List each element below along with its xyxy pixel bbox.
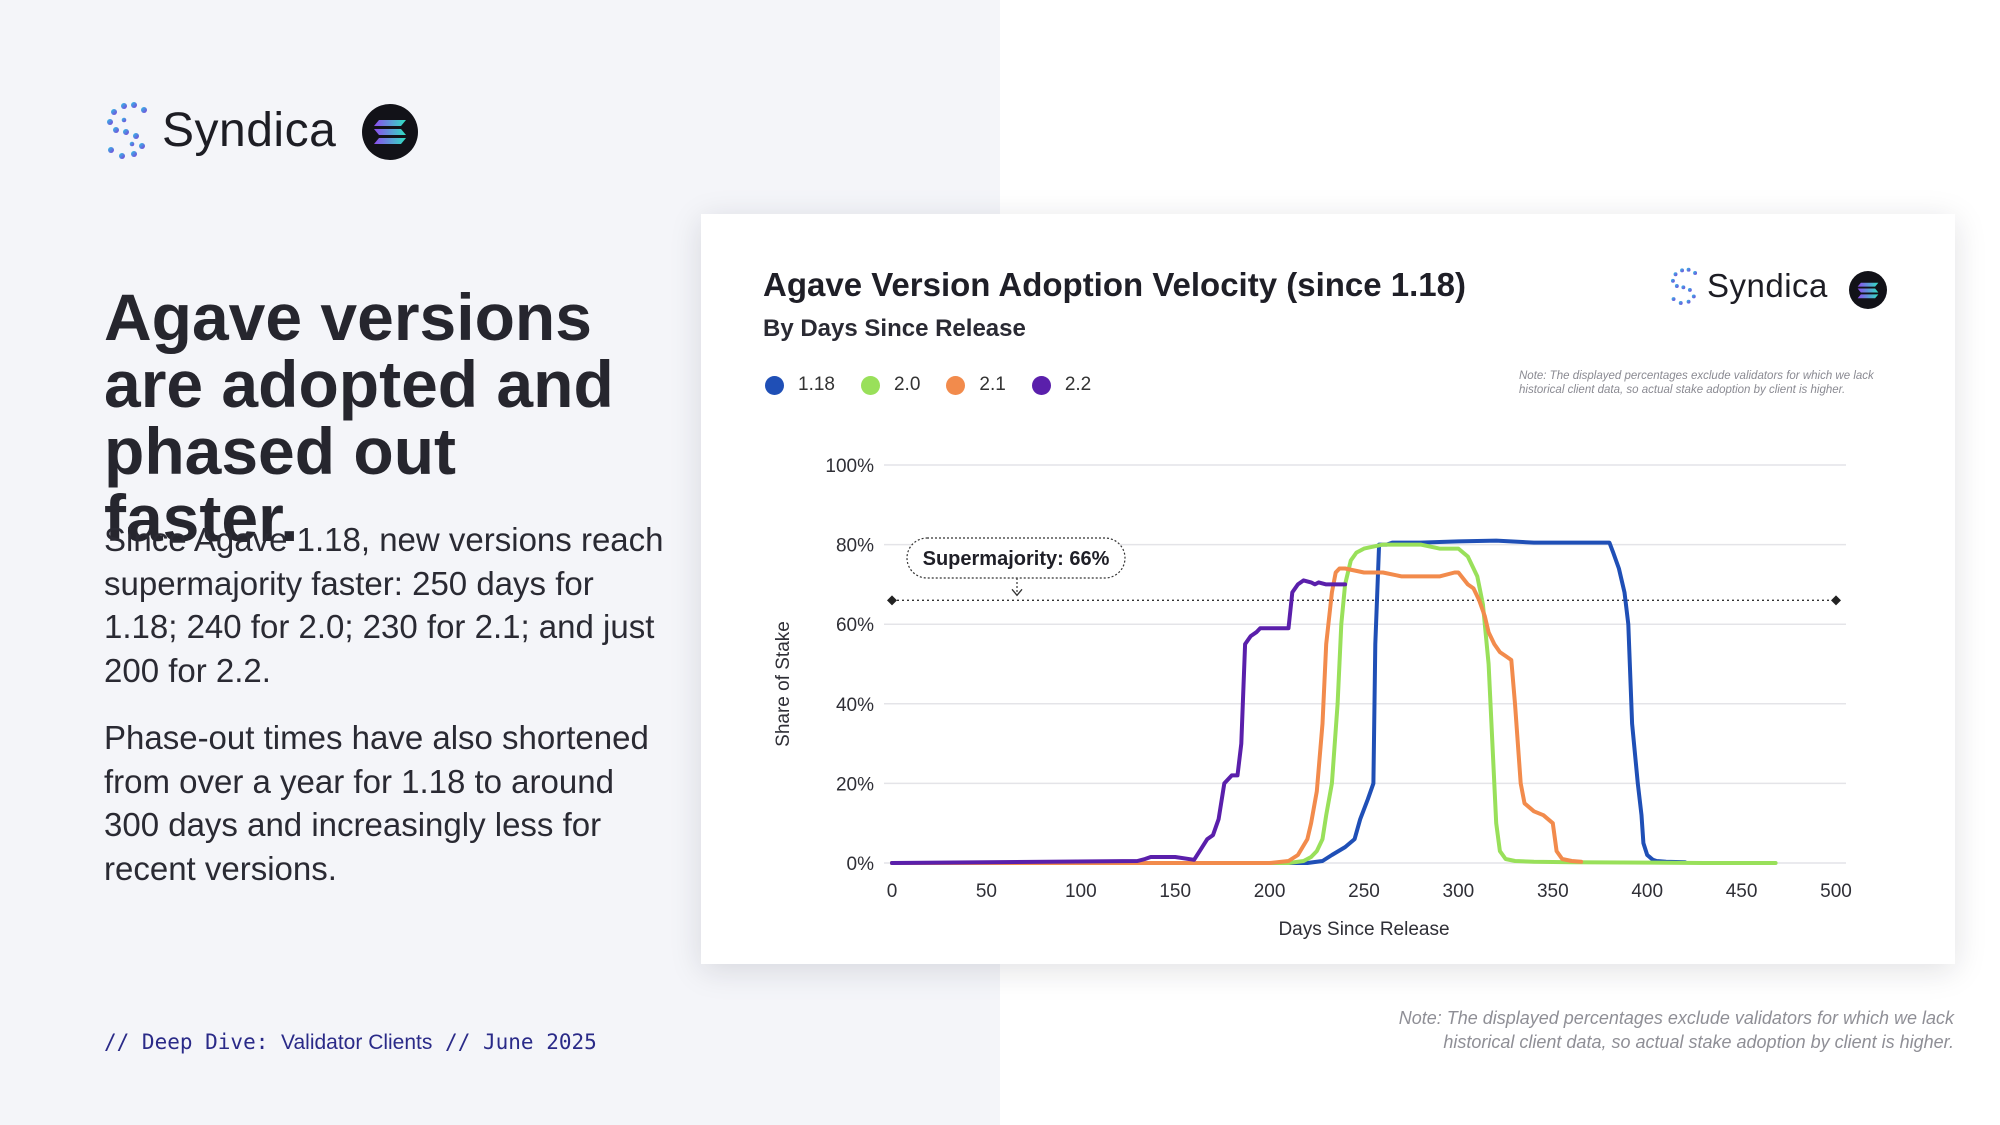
x-tick-label: 450 <box>1726 881 1758 902</box>
reference-marker-start <box>887 595 897 606</box>
x-tick-label: 250 <box>1348 881 1380 902</box>
series-line-2-0 <box>890 542 1778 865</box>
x-tick-label: 50 <box>976 881 997 902</box>
footer-tag: // Deep Dive: Validator Clients // June … <box>104 1030 597 1055</box>
y-tick-label: 20% <box>836 774 874 795</box>
body-paragraph-1: Since Agave 1.18, new versions reach sup… <box>104 521 664 689</box>
bottom-note: Note: The displayed percentages exclude … <box>1398 1008 1954 1052</box>
reference-marker-end <box>1831 595 1841 606</box>
legend-label: 1.18 <box>798 374 835 395</box>
x-tick-label: 300 <box>1443 881 1475 902</box>
brand-logo: Syndica <box>104 100 336 160</box>
y-tick-label: 60% <box>836 615 874 636</box>
footer-topic: Validator Clients <box>281 1031 433 1054</box>
legend-dot-1-18 <box>765 375 784 395</box>
y-tick-label: 40% <box>836 695 874 716</box>
legend-label: 2.1 <box>979 374 1006 395</box>
solana-logo-icon <box>1849 271 1887 309</box>
legend-dot-2-2 <box>1031 375 1051 395</box>
x-tick-label: 100 <box>1065 881 1097 902</box>
body-paragraph-2: Phase-out times have also shortened from… <box>104 719 649 887</box>
brand-name: Syndica <box>162 103 337 157</box>
y-tick-label: 100% <box>825 456 874 477</box>
card-note: Note: The displayed percentages exclude … <box>1519 370 1874 396</box>
x-axis-label: Days Since Release <box>1278 919 1449 940</box>
y-axis-label: Share of Stake <box>773 621 794 747</box>
headline: Agave versions are adopted and phased ou… <box>104 280 614 555</box>
footer-prefix: // Deep Dive: <box>104 1030 269 1054</box>
chart-legend: 1.18 2.0 2.1 2.2 <box>765 374 1117 396</box>
x-tick-label: 0 <box>887 881 898 902</box>
annotation-label: Supermajority: 66% <box>923 548 1110 570</box>
x-tick-label: 500 <box>1820 881 1852 902</box>
y-tick-label: 0% <box>847 854 875 875</box>
card-brand-name: Syndica <box>1707 267 1828 304</box>
annotation-arrowhead <box>1011 588 1023 597</box>
legend-dot-2-1 <box>946 375 966 395</box>
syndica-logo-icon <box>1670 267 1698 305</box>
legend-label: 2.2 <box>1064 374 1092 395</box>
annotation-box <box>906 537 1126 579</box>
legend-label: 2.0 <box>893 374 921 395</box>
chart-plot: 0% 20% 40% 60% 80% 100% 0 50 100 150 200 250 300 350 4… <box>773 456 1852 940</box>
legend-dot-2-0 <box>860 375 880 395</box>
chart-title: Agave Version Adoption Velocity (since 1… <box>763 266 1466 303</box>
legend-item: 2.2 <box>1031 374 1092 396</box>
y-tick-label: 80% <box>836 536 874 557</box>
x-tick-label: 350 <box>1537 881 1569 902</box>
syndica-logo-icon <box>107 102 147 159</box>
series-line-2-1 <box>890 566 1584 865</box>
legend-item: 2.1 <box>946 374 1006 396</box>
series-line-1-18 <box>890 538 1687 865</box>
series-line-2-2 <box>890 578 1348 865</box>
chart-card: Agave Version Adoption Velocity (since 1… <box>701 214 1955 964</box>
x-tick-label: 200 <box>1254 881 1286 902</box>
solana-logo-icon <box>362 104 418 160</box>
legend-item: 2.0 <box>860 374 921 396</box>
x-tick-label: 150 <box>1159 881 1191 902</box>
x-tick-label: 400 <box>1631 881 1663 902</box>
card-brand-logo: Syndica <box>1669 266 1828 306</box>
footer-suffix: // June 2025 <box>445 1030 597 1054</box>
legend-item: 1.18 <box>765 374 835 396</box>
chart-subtitle: By Days Since Release <box>763 315 1026 342</box>
